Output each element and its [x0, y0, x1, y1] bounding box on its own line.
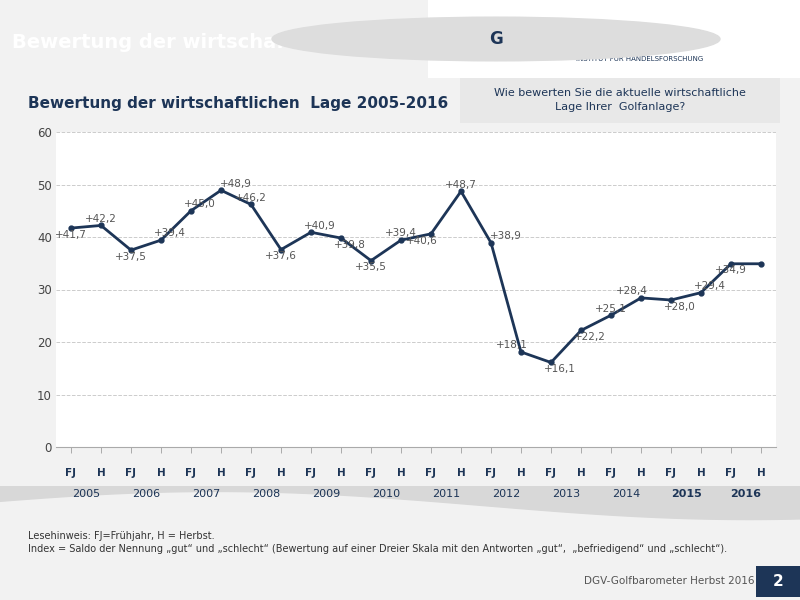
- Text: +18,1: +18,1: [496, 340, 528, 350]
- Text: IFH: IFH: [576, 23, 623, 47]
- Text: 2015: 2015: [670, 489, 702, 499]
- Text: H: H: [577, 468, 586, 478]
- Text: H: H: [697, 468, 706, 478]
- Text: +40,6: +40,6: [406, 236, 438, 245]
- Text: FJ: FJ: [546, 468, 557, 478]
- Text: +48,9: +48,9: [220, 179, 252, 188]
- Text: FJ: FJ: [366, 468, 377, 478]
- Text: INSTITUT FÜR HANDELSFORSCHUNG: INSTITUT FÜR HANDELSFORSCHUNG: [576, 55, 703, 62]
- Text: +42,2: +42,2: [85, 214, 117, 224]
- Text: H: H: [277, 468, 286, 478]
- Text: FJ: FJ: [246, 468, 257, 478]
- Text: H: H: [337, 468, 346, 478]
- Text: +28,4: +28,4: [616, 286, 648, 296]
- Text: +25,1: +25,1: [595, 304, 627, 314]
- Bar: [756, 566, 800, 597]
- Text: FJ: FJ: [726, 468, 737, 478]
- Text: G: G: [489, 30, 503, 48]
- Text: H: H: [397, 468, 406, 478]
- Text: +35,5: +35,5: [355, 262, 387, 272]
- Text: Wie bewerten Sie die aktuelle wirtschaftliche
Lage Ihrer  Golfanlage?: Wie bewerten Sie die aktuelle wirtschaft…: [494, 88, 746, 112]
- Text: 2011: 2011: [432, 489, 460, 499]
- Text: +28,0: +28,0: [664, 302, 696, 311]
- Text: FJ: FJ: [666, 468, 677, 478]
- Text: 2006: 2006: [132, 489, 160, 499]
- Text: KÖLN: KÖLN: [672, 30, 702, 40]
- Text: FJ: FJ: [66, 468, 77, 478]
- Text: 2005: 2005: [72, 489, 100, 499]
- Text: DGV-Golfbarometer Herbst 2016: DGV-Golfbarometer Herbst 2016: [584, 577, 754, 586]
- Text: +48,7: +48,7: [445, 179, 477, 190]
- Text: +38,9: +38,9: [490, 231, 522, 241]
- Text: Bewertung der wirtschaftlichen Lage 2005-2016: Bewertung der wirtschaftlichen Lage 2005…: [12, 34, 542, 52]
- Text: +34,9: +34,9: [715, 265, 747, 275]
- Text: +37,6: +37,6: [265, 251, 297, 261]
- Text: +40,9: +40,9: [304, 221, 336, 230]
- Bar: [428, 0, 800, 78]
- Text: 2013: 2013: [552, 489, 580, 499]
- Text: H: H: [757, 468, 766, 478]
- Text: H: H: [97, 468, 106, 478]
- Text: FJ: FJ: [426, 468, 437, 478]
- Text: +22,2: +22,2: [574, 332, 606, 342]
- Text: Lesehinweis: FJ=Frühjahr, H = Herbst.: Lesehinweis: FJ=Frühjahr, H = Herbst.: [28, 531, 214, 541]
- Circle shape: [272, 17, 720, 61]
- FancyBboxPatch shape: [450, 77, 790, 124]
- Text: H: H: [157, 468, 166, 478]
- Text: 2: 2: [773, 574, 783, 589]
- Text: FJ: FJ: [186, 468, 197, 478]
- Text: 2009: 2009: [312, 489, 340, 499]
- Text: +16,1: +16,1: [544, 364, 576, 374]
- Text: FJ: FJ: [606, 468, 617, 478]
- Text: H: H: [457, 468, 466, 478]
- Text: +37,5: +37,5: [115, 252, 147, 262]
- Text: +29,4: +29,4: [694, 281, 726, 291]
- Text: +39,4: +39,4: [385, 229, 417, 238]
- Text: FJ: FJ: [306, 468, 317, 478]
- Text: H: H: [217, 468, 226, 478]
- Text: +46,2: +46,2: [235, 193, 267, 203]
- Text: Bewertung der wirtschaftlichen  Lage 2005-2016: Bewertung der wirtschaftlichen Lage 2005…: [28, 96, 448, 111]
- Text: +39,8: +39,8: [334, 240, 366, 250]
- Text: FJ: FJ: [486, 468, 497, 478]
- Text: 2014: 2014: [612, 489, 640, 499]
- Text: +39,4: +39,4: [154, 229, 186, 238]
- Text: FJ: FJ: [126, 468, 137, 478]
- Text: H: H: [517, 468, 526, 478]
- Text: 2007: 2007: [192, 489, 220, 499]
- Text: Index = Saldo der Nennung „gut“ und „schlecht“ (Bewertung auf einer Dreier Skala: Index = Saldo der Nennung „gut“ und „sch…: [28, 544, 727, 554]
- Text: 2012: 2012: [492, 489, 520, 499]
- Text: 2010: 2010: [372, 489, 400, 499]
- Text: H: H: [637, 468, 646, 478]
- Text: 2016: 2016: [730, 489, 762, 499]
- Text: +41,7: +41,7: [55, 230, 87, 240]
- Text: 2008: 2008: [252, 489, 280, 499]
- Text: +45,0: +45,0: [184, 199, 216, 209]
